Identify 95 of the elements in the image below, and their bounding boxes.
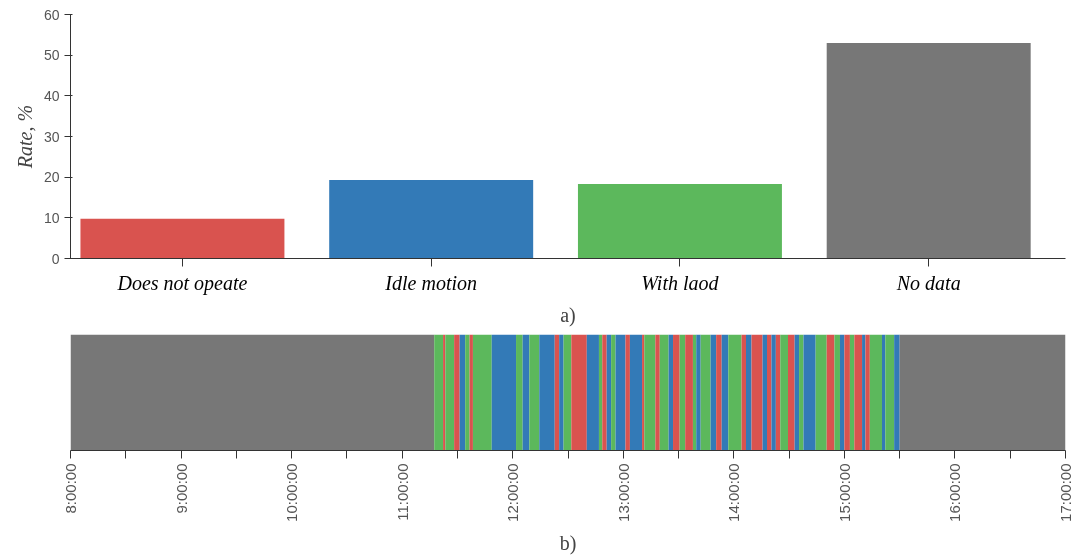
x-tick-label: No data xyxy=(895,271,961,294)
bar xyxy=(629,334,643,451)
bar xyxy=(775,334,781,451)
x-tick-label: 9:00:00 xyxy=(172,463,190,514)
bar xyxy=(881,334,886,451)
x-tick-label: 15:00:00 xyxy=(835,463,853,522)
x-tick-label: 8:00:00 xyxy=(62,463,79,514)
bar xyxy=(655,334,660,451)
x-tick-label: With laod xyxy=(641,271,720,294)
bar xyxy=(894,334,900,451)
bar xyxy=(762,334,767,451)
x-tick-label: 10:00:00 xyxy=(283,463,301,522)
bar xyxy=(771,334,776,451)
bar xyxy=(625,334,630,451)
bar xyxy=(70,334,435,451)
bar xyxy=(602,334,607,451)
bar xyxy=(443,334,446,451)
bar xyxy=(803,334,816,451)
x-tick-label: Does not opeate xyxy=(116,271,248,295)
bar xyxy=(865,334,870,451)
bar xyxy=(844,334,850,451)
bar xyxy=(700,334,711,451)
x-tick-label: 11:00:00 xyxy=(393,463,411,521)
x-tick-label: 14:00:00 xyxy=(725,463,743,522)
bar xyxy=(659,334,669,451)
bar xyxy=(728,334,742,451)
bar xyxy=(459,334,466,451)
bar xyxy=(780,334,789,451)
bar xyxy=(751,334,763,451)
y-axis-title: Rate, % xyxy=(13,104,36,170)
bar xyxy=(586,334,599,451)
bar xyxy=(839,334,845,451)
x-tick-label: 16:00:00 xyxy=(946,463,964,522)
x-tick-label: 12:00:00 xyxy=(504,463,522,522)
bar xyxy=(611,334,616,451)
bar xyxy=(826,42,1031,259)
bar xyxy=(642,334,645,451)
bar xyxy=(577,184,782,259)
bar xyxy=(854,334,863,451)
bar xyxy=(516,334,523,451)
bar xyxy=(491,334,517,451)
bar xyxy=(469,334,473,451)
bar xyxy=(522,334,530,451)
y-tick-label: 60 xyxy=(43,6,60,23)
bar xyxy=(834,334,840,451)
bar xyxy=(571,334,587,451)
text: a) xyxy=(560,303,576,327)
bar xyxy=(472,334,492,451)
bar xyxy=(598,334,603,451)
y-tick-label: 50 xyxy=(43,47,60,64)
y-tick-label: 30 xyxy=(43,128,60,145)
bar xyxy=(539,334,555,451)
bar xyxy=(696,334,701,451)
bar xyxy=(679,334,686,451)
bar xyxy=(615,334,626,451)
bar xyxy=(445,334,455,451)
x-tick-label: 13:00:00 xyxy=(614,463,632,522)
bar xyxy=(794,334,800,451)
bar xyxy=(554,334,560,451)
y-tick-label: 20 xyxy=(43,169,60,186)
bar xyxy=(815,334,827,451)
bar xyxy=(529,334,540,451)
bar xyxy=(849,334,855,451)
bar xyxy=(721,334,729,451)
text: b) xyxy=(559,531,577,555)
bar xyxy=(454,334,460,451)
y-tick-label: 40 xyxy=(43,87,60,104)
y-tick-label: 10 xyxy=(43,209,60,226)
bar xyxy=(799,334,804,451)
bar xyxy=(644,334,656,451)
bar xyxy=(885,334,895,451)
bar xyxy=(788,334,795,451)
bar xyxy=(692,334,697,451)
bar xyxy=(559,334,564,451)
bar xyxy=(606,334,612,451)
bar xyxy=(465,334,470,451)
bar xyxy=(899,334,1066,451)
bar xyxy=(668,334,674,451)
bar xyxy=(434,334,444,451)
bar xyxy=(741,334,746,451)
bar xyxy=(862,334,866,451)
bar xyxy=(80,218,285,259)
x-tick-label: 17:00:00 xyxy=(1057,463,1074,522)
x-tick-label: Idle motion xyxy=(384,271,478,294)
bar xyxy=(745,334,752,451)
bar xyxy=(826,334,835,451)
bar xyxy=(673,334,680,451)
bar xyxy=(767,334,772,451)
bar xyxy=(685,334,693,451)
bar xyxy=(716,334,722,451)
bar xyxy=(710,334,717,451)
y-tick-label: 0 xyxy=(51,250,60,267)
bar xyxy=(869,334,882,451)
bar xyxy=(329,180,534,259)
bar xyxy=(563,334,572,451)
